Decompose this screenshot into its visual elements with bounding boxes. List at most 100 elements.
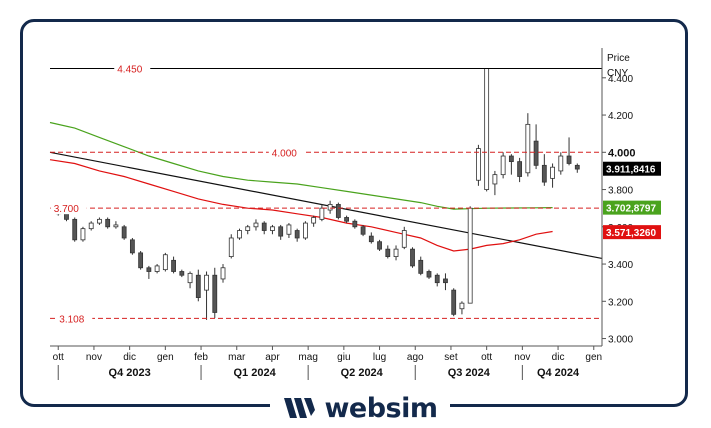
trendline [49, 151, 603, 260]
candle [476, 144, 481, 186]
candle [204, 271, 209, 320]
x-month-label: dic [123, 352, 136, 363]
price-badge [603, 161, 661, 176]
candle [393, 245, 399, 261]
candle [566, 137, 572, 166]
candle-body [121, 226, 127, 239]
candle-body [105, 218, 111, 228]
x-month-label: lug [373, 352, 386, 363]
candle-body [443, 278, 448, 284]
candle [410, 247, 415, 268]
candle-body [541, 164, 547, 183]
price-badge [603, 200, 661, 215]
x-month-label: ott [53, 352, 64, 363]
candle [525, 113, 531, 177]
candle-body [228, 237, 234, 258]
candle-body [72, 218, 78, 241]
candle [443, 273, 448, 291]
candle-body [393, 248, 399, 257]
moving-average-line [49, 159, 553, 252]
candle-body [517, 161, 523, 177]
candle [517, 157, 523, 183]
level-layer: 4.450 4.000 3.700 3.108 [50, 62, 602, 325]
candle-layer [55, 68, 580, 320]
candle-body [352, 220, 358, 228]
price-badge-label: 3.911,8416 [606, 165, 656, 176]
candle-body [467, 207, 473, 304]
candle [121, 224, 127, 240]
candle-body [138, 252, 144, 269]
candle-body [237, 230, 242, 239]
candle-body [129, 239, 135, 254]
x-month-label: dic [552, 352, 565, 363]
candle-body [410, 248, 415, 267]
quarter-label: Q2 2024 [341, 367, 384, 379]
candle [401, 226, 407, 250]
x-month-label: ott [481, 352, 492, 363]
candle [311, 215, 317, 227]
candle-body [401, 230, 407, 248]
candle-body [484, 68, 490, 190]
candle [228, 234, 234, 259]
candle-body [500, 155, 506, 176]
candle-body [270, 226, 275, 231]
candle-body [525, 123, 531, 174]
candle-body [508, 155, 514, 163]
candle [352, 219, 358, 229]
candle-body [385, 248, 391, 257]
axis-layer: 4.4004.2004.0003.8003.6003.4003.2003.000… [50, 48, 661, 380]
y-tick-label: 4.000 [608, 147, 636, 159]
candle [484, 68, 490, 192]
candle [574, 163, 580, 173]
candle [105, 217, 111, 229]
candle [550, 163, 555, 188]
candle [146, 265, 152, 279]
candle-body [113, 224, 119, 228]
x-month-label: mar [228, 352, 246, 363]
y-tick-label: 3.000 [608, 335, 633, 346]
candle [385, 245, 391, 259]
candle [467, 206, 473, 304]
candle [237, 228, 242, 240]
y-tick-label: 4.200 [608, 111, 633, 122]
candle-body [146, 267, 152, 272]
candle-body [171, 259, 176, 272]
x-month-label: feb [194, 352, 208, 363]
candle [451, 288, 457, 317]
candle-body [533, 140, 539, 166]
candle-body [187, 272, 193, 284]
x-month-label: gen [585, 352, 602, 363]
candle [195, 269, 201, 302]
currency-label: CNY [607, 68, 628, 79]
level-label: 4.450 [117, 64, 142, 75]
candle [303, 221, 308, 240]
candle [278, 224, 284, 240]
candle [426, 269, 432, 279]
candle-body [278, 226, 284, 237]
candle-body [558, 155, 564, 172]
candle-body [426, 271, 432, 278]
candle-body [550, 166, 555, 179]
candle-body [574, 164, 580, 170]
candle [253, 219, 259, 231]
candle [154, 264, 160, 274]
candle-body [294, 230, 300, 239]
price-badge-label: 3.702,8797 [606, 204, 656, 215]
candle-body [286, 224, 292, 235]
x-month-label: gen [157, 352, 174, 363]
candle [492, 170, 498, 196]
candle-body [476, 148, 481, 181]
y-tick-label: 4.400 [608, 74, 633, 85]
candle [335, 202, 341, 220]
candle-body [245, 226, 251, 231]
websim-logo-mark-icon [284, 398, 316, 418]
candle-body [261, 222, 267, 231]
candle [179, 269, 185, 278]
y-tick-label: 3.400 [608, 260, 633, 271]
x-month-label: apr [265, 352, 280, 363]
candle [88, 221, 94, 231]
x-month-label: set [444, 352, 458, 363]
candle-body [319, 207, 325, 220]
candle [286, 223, 292, 238]
